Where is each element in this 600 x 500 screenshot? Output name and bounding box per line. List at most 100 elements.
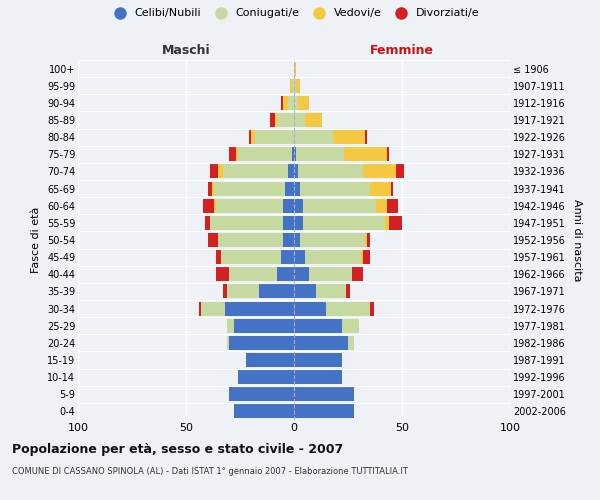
Bar [229, 148, 236, 162]
Bar [298, 164, 363, 178]
Bar [281, 96, 283, 110]
Bar [208, 233, 218, 247]
Bar [210, 164, 218, 178]
Bar [294, 113, 305, 127]
Bar [294, 302, 326, 316]
Bar [370, 182, 391, 196]
Bar [294, 216, 302, 230]
Y-axis label: Fasce di età: Fasce di età [31, 207, 41, 273]
Text: Popolazione per età, sesso e stato civile - 2007: Popolazione per età, sesso e stato civil… [12, 442, 343, 456]
Bar [277, 113, 294, 127]
Bar [283, 96, 287, 110]
Bar [216, 250, 221, 264]
Bar [302, 216, 385, 230]
Bar [255, 130, 294, 144]
Bar [294, 164, 298, 178]
Bar [203, 198, 214, 212]
Bar [348, 336, 355, 350]
Bar [301, 182, 370, 196]
Bar [294, 284, 316, 298]
Bar [287, 164, 294, 178]
Bar [201, 302, 225, 316]
Bar [352, 268, 363, 281]
Bar [376, 198, 387, 212]
Bar [294, 182, 301, 196]
Bar [223, 164, 287, 178]
Bar [281, 250, 294, 264]
Bar [270, 113, 275, 127]
Bar [344, 148, 387, 162]
Bar [283, 198, 294, 212]
Bar [395, 164, 404, 178]
Bar [294, 404, 355, 418]
Legend: Celibi/Nubili, Coniugati/e, Vedovi/e, Divorziati/e: Celibi/Nubili, Coniugati/e, Vedovi/e, Di… [109, 8, 479, 18]
Bar [387, 198, 398, 212]
Bar [294, 62, 296, 76]
Bar [283, 233, 294, 247]
Bar [316, 284, 346, 298]
Bar [302, 198, 376, 212]
Bar [283, 216, 294, 230]
Y-axis label: Anni di nascita: Anni di nascita [572, 198, 583, 281]
Bar [208, 182, 212, 196]
Bar [233, 318, 294, 332]
Bar [210, 216, 283, 230]
Bar [292, 78, 294, 92]
Bar [229, 388, 294, 402]
Bar [363, 164, 395, 178]
Bar [370, 302, 374, 316]
Bar [290, 78, 292, 92]
Bar [365, 130, 367, 144]
Bar [361, 250, 363, 264]
Text: Maschi: Maschi [161, 44, 211, 57]
Bar [259, 284, 294, 298]
Bar [236, 148, 238, 162]
Bar [221, 250, 281, 264]
Bar [341, 318, 359, 332]
Bar [251, 130, 255, 144]
Bar [294, 388, 355, 402]
Bar [296, 78, 301, 92]
Bar [292, 148, 294, 162]
Bar [367, 233, 370, 247]
Bar [294, 268, 309, 281]
Bar [294, 370, 341, 384]
Bar [223, 284, 227, 298]
Bar [225, 302, 294, 316]
Bar [275, 113, 277, 127]
Bar [227, 336, 229, 350]
Bar [387, 148, 389, 162]
Bar [294, 250, 305, 264]
Bar [305, 113, 322, 127]
Bar [287, 96, 294, 110]
Bar [214, 198, 216, 212]
Bar [294, 148, 296, 162]
Bar [238, 148, 292, 162]
Bar [247, 353, 294, 367]
Bar [286, 182, 294, 196]
Bar [298, 96, 309, 110]
Bar [294, 233, 301, 247]
Bar [216, 198, 283, 212]
Bar [199, 302, 201, 316]
Bar [296, 148, 344, 162]
Bar [227, 318, 233, 332]
Bar [385, 216, 389, 230]
Bar [212, 182, 214, 196]
Bar [216, 268, 229, 281]
Bar [333, 130, 365, 144]
Bar [277, 268, 294, 281]
Bar [346, 284, 350, 298]
Bar [218, 164, 223, 178]
Bar [363, 250, 370, 264]
Bar [305, 250, 361, 264]
Bar [214, 182, 286, 196]
Bar [294, 96, 298, 110]
Bar [309, 268, 352, 281]
Bar [233, 404, 294, 418]
Bar [326, 302, 370, 316]
Bar [294, 78, 296, 92]
Bar [365, 233, 367, 247]
Bar [389, 216, 402, 230]
Bar [294, 198, 302, 212]
